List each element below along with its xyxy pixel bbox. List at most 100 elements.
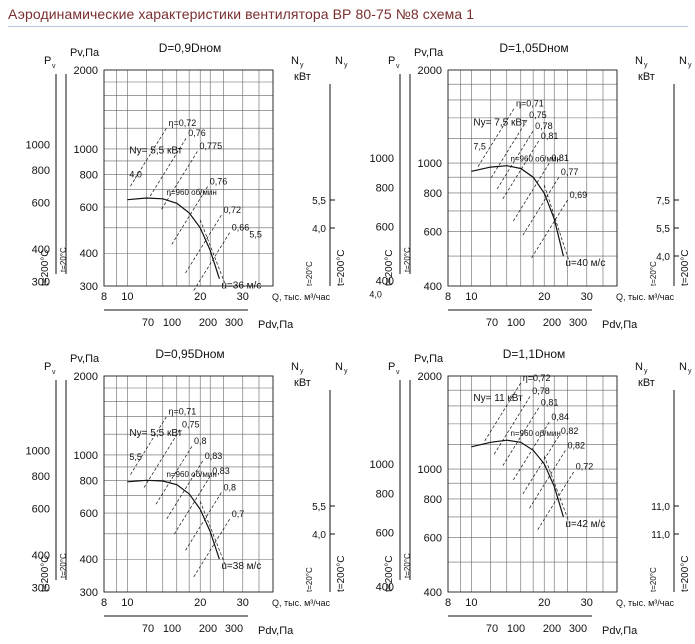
pv-axis-label: Pv,Па (414, 353, 444, 365)
velocity-label: u=40 м/с (565, 258, 605, 269)
t-right-label: t=200°C (680, 555, 691, 592)
efficiency-leader (522, 176, 560, 236)
left-tick-label: 800 (32, 471, 50, 483)
pdv-tick-label: 300 (225, 317, 243, 329)
velocity-label: u=42 м/с (565, 519, 605, 530)
left-tick-label: 600 (32, 504, 50, 516)
pdv-axis-label: Pdv,Па (258, 625, 294, 637)
efficiency-label: 0,76 (210, 176, 228, 186)
pressure-curve (471, 439, 564, 518)
left-tick-label: 400 (376, 582, 394, 594)
chart-title: D=0,9Dном (159, 41, 222, 55)
n-unit: кВт (294, 377, 311, 389)
q-tick-label: 8 (445, 291, 451, 303)
pdv-tick-label: 70 (486, 623, 498, 635)
plot-frame (103, 375, 274, 593)
power-label: Nу= 7,5 кВт (473, 117, 526, 128)
q-axis-label: Q, тыс. м³/час (616, 598, 674, 608)
velocity-label: u=36 м/с (221, 281, 261, 292)
n-tick-label: 4,0 (312, 530, 326, 541)
q-tick-label: 8 (445, 597, 451, 609)
t-left-label: t=200°C (40, 555, 51, 592)
efficiency-leader (143, 429, 181, 488)
pv-tick-label: 600 (80, 202, 98, 214)
limit-line (543, 455, 570, 524)
pdv-tick-label: 200 (543, 623, 561, 635)
q-tick-label: 8 (101, 291, 107, 303)
efficiency-label: 0,8 (194, 436, 207, 446)
plot-frame (447, 375, 618, 593)
efficiency-leader (522, 435, 560, 495)
n-symbol: N (635, 55, 643, 67)
left-tick-label: 300 (32, 583, 50, 595)
efficiency-label: 0,84 (551, 412, 569, 422)
left-tick-label: 1000 (26, 445, 50, 457)
q-axis-label: Q, тыс. м³/час (616, 292, 674, 302)
speed-label: n=960 об/мин (510, 429, 560, 438)
page-title: Аэродинамические характеристики вентилят… (8, 6, 475, 22)
pv-axis-label: Pv,Па (70, 47, 100, 59)
left-tick-label: 300 (32, 277, 50, 289)
pv-tick-label: 800 (424, 188, 442, 200)
efficiency-label: 0,83 (205, 451, 223, 461)
pv-tick-label: 600 (80, 508, 98, 520)
title-divider (8, 26, 688, 27)
t-left-label: t=200°C (384, 249, 395, 286)
t-small-left-label: t=20°C (403, 553, 412, 578)
p-symbol: P (44, 55, 51, 67)
n-subscript: y (300, 368, 304, 375)
efficiency-label: 0,81 (541, 131, 559, 141)
t-small-left-label: t=20°C (59, 247, 68, 272)
t-small-right-label: t=20°C (305, 261, 314, 286)
pv-tick-label: 800 (424, 494, 442, 506)
n2-symbol: N (679, 55, 687, 67)
curve-value-label: 5,5 (249, 230, 262, 240)
n2-subscript: y (344, 62, 348, 69)
q-tick-label: 10 (121, 597, 133, 609)
pdv-tick-label: 100 (163, 623, 181, 635)
n-tick-label: 4,0 (312, 224, 326, 235)
efficiency-label: 0,72 (576, 462, 594, 472)
pdv-axis-label: Pdv,Па (258, 319, 294, 331)
q-axis-label: Q, тыс. м³/час (272, 292, 330, 302)
chart-d110: D=1,1Dном P v Pv,Па 2000 1000 800 600 400 1000 800… (370, 347, 692, 637)
pdv-tick-label: 70 (142, 317, 154, 329)
efficiency-leader (149, 137, 187, 197)
left-tick-label: 400 (32, 244, 50, 256)
pv-tick-label: 400 (424, 587, 442, 599)
efficiency-leader (193, 232, 231, 291)
p-symbol: P (44, 361, 51, 373)
curve-value-label: 4,0 (369, 290, 382, 300)
n-tick-label: 11,0 (651, 530, 670, 541)
power-label: Nу= 5,5 кВт (129, 146, 182, 157)
efficiency-leader (161, 151, 198, 210)
n2-subscript: y (688, 62, 692, 69)
left-tick-label: 1000 (370, 153, 394, 165)
pdv-tick-label: 100 (507, 623, 525, 635)
left-tick-label: 600 (376, 221, 394, 233)
power-label: Nу= 5,5 кВт (129, 428, 182, 439)
velocity-label: u=38 м/с (221, 561, 261, 572)
efficiency-leader (171, 186, 209, 245)
efficiency-leader (513, 421, 550, 481)
efficiency-label: 0,7 (232, 509, 245, 519)
pv-tick-label: 300 (80, 587, 98, 599)
pdv-tick-label: 200 (199, 317, 217, 329)
pdv-tick-label: 300 (225, 623, 243, 635)
efficiency-label: η=0,71 (168, 407, 196, 417)
q-axis-label: Q, тыс. м³/час (272, 598, 330, 608)
pdv-tick-label: 300 (569, 317, 587, 329)
p-subscript: v (396, 63, 400, 70)
p-subscript: v (52, 369, 56, 376)
n-symbol: N (291, 361, 299, 373)
pdv-tick-label: 200 (543, 317, 561, 329)
efficiency-leader (502, 407, 540, 466)
pv-tick-label: 2000 (74, 371, 98, 383)
power-label: Nу= 11 кВт (473, 393, 523, 404)
efficiency-label: 0,82 (561, 426, 579, 436)
efficiency-leader (502, 140, 540, 199)
efficiency-label: 0,75 (529, 110, 547, 120)
chart-title: D=1,05Dном (499, 41, 568, 55)
